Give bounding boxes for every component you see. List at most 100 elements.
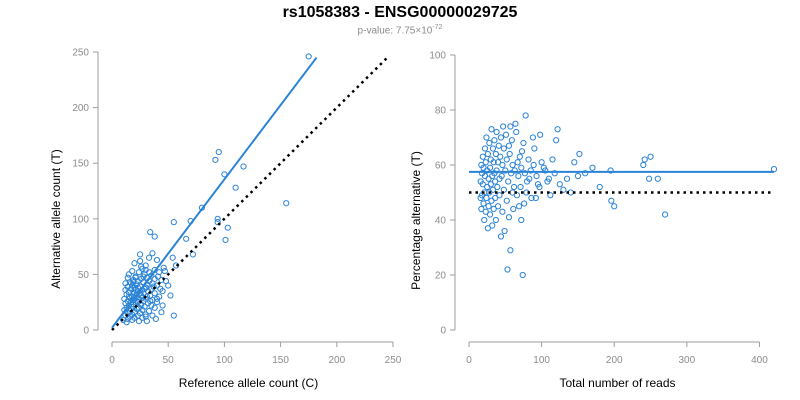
data-point [123, 319, 130, 326]
data-point [521, 200, 528, 207]
data-point [484, 150, 491, 158]
data-point [149, 250, 156, 257]
data-point [505, 142, 513, 149]
data-point [492, 216, 499, 224]
data-point [501, 227, 508, 235]
y-tick-label: 200 [72, 103, 89, 114]
data-point [537, 131, 544, 138]
data-point [493, 128, 500, 136]
data-point [536, 183, 543, 191]
data-point [479, 153, 486, 160]
data-point [491, 137, 498, 144]
data-point [645, 175, 653, 182]
data-point [608, 197, 615, 204]
data-point [526, 175, 533, 182]
data-point [530, 161, 537, 169]
data-point [489, 145, 497, 152]
data-point [161, 267, 168, 275]
p-value-text: p-value: 7.75×10 [357, 25, 433, 37]
data-point [132, 286, 139, 294]
data-point [125, 293, 132, 300]
data-point [510, 205, 517, 213]
allele-count-scatter-panel: 0 50 100 150 200 250 0 50 100 150 200 250 Reference … [49, 48, 402, 391]
data-point [494, 203, 502, 210]
x-tick-label: 400 [751, 355, 768, 366]
data-point [478, 205, 485, 213]
data-point [131, 260, 138, 267]
data-point [502, 131, 510, 138]
data-point [596, 183, 603, 191]
y-tick-label: 250 [72, 48, 89, 59]
data-point [507, 247, 514, 254]
data-point [125, 271, 132, 278]
data-point [482, 159, 489, 166]
data-point [142, 313, 149, 320]
data-point [215, 148, 222, 156]
data-point [484, 183, 491, 191]
data-point [160, 264, 167, 271]
data-point [153, 256, 161, 264]
x-tick-label: 50 [163, 355, 175, 366]
x-tick-label: 150 [272, 355, 289, 366]
data-point [547, 192, 554, 199]
data-point [533, 172, 540, 180]
data-point [516, 203, 523, 210]
data-point [538, 159, 545, 166]
data-point [563, 175, 571, 182]
data-point [485, 203, 492, 210]
data-point [158, 309, 165, 316]
data-point [582, 170, 589, 177]
data-point [133, 297, 140, 305]
data-point [560, 186, 567, 193]
data-point [477, 178, 484, 185]
data-point [142, 311, 149, 318]
fit-line [111, 56, 318, 329]
data-point [165, 282, 172, 289]
data-point [486, 211, 494, 218]
y-tick-label: 40 [435, 216, 447, 227]
data-point [135, 269, 143, 276]
data-point [481, 216, 488, 224]
data-point [140, 273, 147, 280]
y-tick-label: 100 [429, 51, 446, 62]
data-point [506, 150, 513, 158]
data-point [504, 266, 511, 273]
data-point [512, 120, 519, 127]
data-point [480, 200, 487, 207]
data-point [482, 208, 489, 215]
data-point [490, 205, 497, 213]
data-point [531, 145, 538, 152]
data-point [507, 123, 514, 130]
data-point [647, 153, 654, 160]
data-point [500, 123, 507, 130]
data-point [135, 318, 143, 325]
data-point [495, 142, 502, 149]
data-point [527, 167, 534, 174]
y-tick-label: 80 [435, 106, 447, 117]
data-point [516, 153, 523, 160]
data-point [503, 156, 510, 163]
data-point [167, 292, 174, 299]
data-point [502, 167, 509, 174]
data-point [147, 229, 154, 236]
data-point [497, 233, 505, 240]
data-point [494, 183, 501, 191]
data-point [518, 216, 525, 224]
data-point [212, 156, 219, 163]
chart-title: rs1058383 - ENSG00000029725 [282, 4, 518, 21]
data-point [510, 183, 518, 191]
data-point [129, 316, 136, 324]
data-point [611, 203, 618, 210]
data-point [518, 148, 526, 155]
data-point [483, 194, 490, 202]
y-tick-label: 150 [72, 159, 89, 170]
data-point [519, 271, 526, 279]
data-point [130, 279, 137, 286]
data-point [509, 161, 516, 169]
data-point [145, 254, 153, 261]
data-point [654, 175, 661, 182]
data-point [485, 175, 492, 182]
data-point [508, 137, 515, 144]
x-tick-label: 250 [385, 355, 402, 366]
data-point [487, 156, 494, 163]
